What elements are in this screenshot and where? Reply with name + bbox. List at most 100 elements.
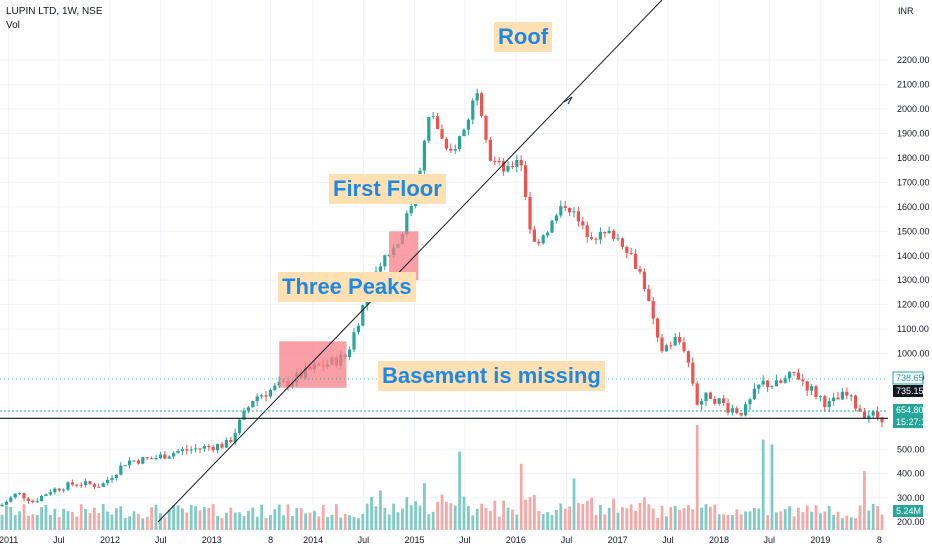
candle-body	[686, 351, 690, 363]
candle-body	[497, 161, 501, 163]
candle-body	[862, 411, 866, 418]
candle-body	[202, 446, 206, 449]
volume-bar	[625, 508, 629, 530]
candle-body	[572, 211, 576, 213]
candle-body	[858, 408, 862, 412]
candle-body	[444, 138, 448, 149]
candle-body	[708, 392, 712, 399]
candle-body	[682, 342, 686, 352]
volume-bar	[849, 517, 853, 530]
volume-bar	[176, 505, 180, 530]
candlesticks	[0, 88, 884, 507]
volume-bar	[766, 515, 769, 530]
volume-bar	[229, 507, 233, 530]
candle-body	[629, 252, 633, 254]
volume-bar	[651, 508, 655, 530]
candle-body	[669, 345, 673, 347]
volume-bar	[343, 513, 347, 530]
candle-body	[378, 266, 382, 272]
volume-bar	[568, 506, 571, 530]
volume-bar	[612, 498, 615, 530]
candle-body	[502, 161, 506, 172]
candle-body	[678, 337, 682, 343]
time-tick-label: 2017	[608, 535, 628, 545]
candle-body	[123, 465, 127, 467]
volume-bar	[189, 505, 193, 530]
candle-body	[744, 404, 748, 416]
volume-bar	[255, 516, 259, 530]
current-price-tag: 738.65	[896, 373, 924, 383]
candle-body	[581, 221, 585, 226]
volume-bar	[585, 500, 589, 530]
volume-bar	[40, 507, 43, 530]
candle-body	[92, 484, 96, 487]
volume-bar	[810, 511, 813, 530]
volume-bar	[546, 512, 549, 530]
volume-bar	[792, 516, 796, 530]
candle-body	[436, 116, 440, 130]
candle-body	[554, 215, 558, 221]
candle-body	[277, 381, 281, 386]
volume-bar	[123, 518, 127, 530]
candle-body	[854, 395, 858, 409]
volume-bar	[533, 494, 536, 530]
candle-body	[35, 501, 39, 503]
volume-bar	[858, 505, 862, 530]
volume-bar	[814, 505, 818, 530]
candle-body	[827, 401, 831, 407]
price-tick-label: 1900.00	[897, 129, 930, 139]
volume-bar	[401, 508, 404, 530]
candle-body	[880, 417, 884, 423]
volume-bar	[198, 510, 202, 530]
annotation-three-peaks: Three Peaks	[278, 272, 416, 302]
volume-bar	[22, 504, 26, 530]
volume-label: Vol	[6, 20, 20, 31]
candle-body	[9, 497, 13, 502]
candle-body	[264, 395, 268, 397]
candle-body	[238, 419, 242, 434]
candle-body	[0, 504, 4, 507]
volume-bar	[739, 514, 743, 530]
volume-bar	[330, 514, 334, 530]
candle-body	[488, 139, 492, 161]
volume-bar	[203, 506, 206, 530]
volume-bar	[577, 503, 580, 530]
volume-bar	[264, 517, 268, 530]
volume-bar	[216, 515, 219, 530]
volume-tick-label: 400.00	[897, 469, 925, 479]
price-tick-label: 1100.00	[897, 324, 929, 334]
volume-bar	[101, 503, 105, 530]
candle-body	[132, 460, 136, 462]
volume-bar	[550, 514, 554, 530]
candle-body	[356, 325, 360, 333]
price-tick-label: 1800.00	[897, 153, 930, 163]
countdown-tag-bg	[893, 416, 923, 428]
candle-body	[18, 493, 22, 495]
candle-body	[832, 397, 836, 402]
volume-tick-label: 300.00	[897, 493, 925, 503]
volume-bar	[145, 516, 149, 530]
candle-body	[75, 484, 79, 486]
volume-bar	[871, 503, 875, 530]
volume-bar	[295, 508, 299, 530]
volume-bar	[207, 507, 211, 530]
volume-bar	[361, 513, 365, 530]
candle-body	[673, 337, 677, 346]
candle-body	[361, 305, 365, 326]
volume-bar	[185, 512, 189, 530]
candle-body	[176, 451, 180, 454]
volume-bar	[370, 496, 373, 530]
volume-bar	[462, 496, 466, 530]
candle-body	[559, 206, 563, 216]
candle-body	[475, 93, 479, 101]
volume-bar	[49, 514, 52, 530]
candle-body	[823, 396, 827, 407]
volume-bar	[163, 517, 167, 530]
candle-body	[40, 496, 44, 502]
volume-bar	[220, 518, 224, 530]
volume-bar	[159, 513, 162, 530]
time-tick-label: 8	[268, 535, 273, 545]
candle-body	[625, 246, 629, 253]
trendline	[157, 0, 663, 523]
